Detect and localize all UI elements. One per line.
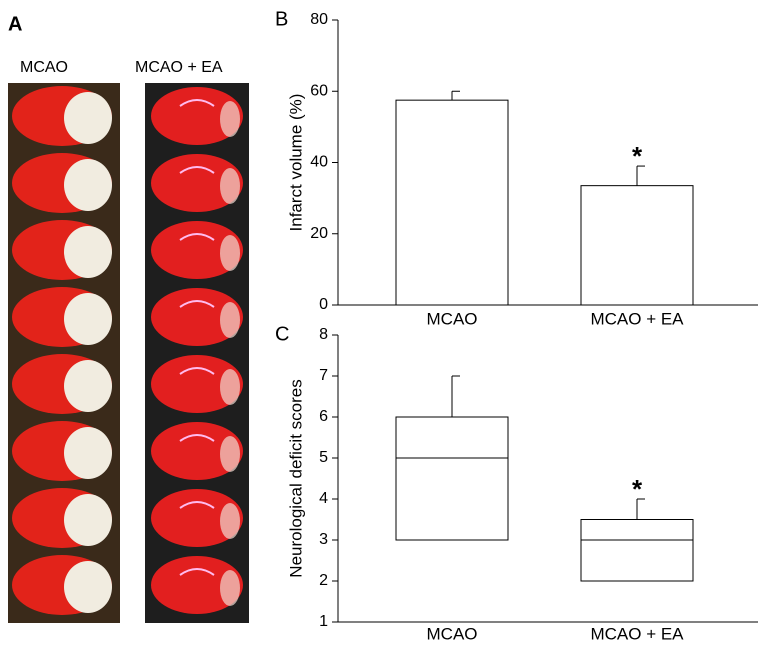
y-tick-label: 3 (319, 531, 328, 548)
infarct (64, 360, 112, 412)
y-tick-label: 1 (319, 613, 328, 630)
y-tick-label: 6 (319, 408, 328, 425)
ventricle (179, 99, 215, 107)
brain-slice (151, 556, 243, 614)
box (580, 519, 694, 582)
significance: * (632, 141, 643, 171)
brain-slice (151, 221, 243, 279)
infarct (220, 369, 240, 405)
panel-label: C (275, 323, 289, 345)
panel-label: B (275, 8, 288, 30)
infarct (220, 436, 240, 472)
y-axis-label: Neurological deficit scores (286, 379, 305, 577)
infarct (64, 494, 112, 546)
panel-label: A (8, 13, 22, 35)
ventricle (179, 233, 215, 241)
infarct (64, 159, 112, 211)
y-tick-label: 0 (319, 296, 328, 313)
infarct (64, 561, 112, 613)
infarct (220, 570, 240, 606)
y-axis-label: Infarct volume (%) (286, 94, 305, 232)
brain-slice (151, 154, 243, 212)
ventricle (179, 367, 215, 375)
column-label: MCAO + EA (135, 59, 223, 76)
y-tick-label: 20 (310, 225, 328, 242)
infarct (220, 302, 240, 338)
brain-slice (151, 489, 243, 547)
ventricle (179, 300, 215, 308)
column-label: MCAO (20, 59, 68, 76)
x-tick-label: MCAO + EA (590, 309, 684, 328)
ventricle (179, 568, 215, 576)
box (395, 416, 509, 541)
infarct (220, 168, 240, 204)
y-tick-label: 80 (310, 11, 328, 28)
brain-slice (151, 355, 243, 413)
y-tick-label: 5 (319, 449, 328, 466)
brain-slice (151, 422, 243, 480)
brain-slice (151, 288, 243, 346)
infarct (220, 503, 240, 539)
brain-slices (12, 86, 243, 615)
x-tick-label: MCAO (427, 624, 478, 643)
infarct (64, 293, 112, 345)
infarct (64, 427, 112, 479)
y-tick-label: 7 (319, 367, 328, 384)
x-tick-label: MCAO + EA (590, 624, 684, 643)
y-tick-label: 8 (319, 326, 328, 343)
bar (395, 99, 509, 306)
y-tick-label: 2 (319, 572, 328, 589)
significance: * (632, 474, 643, 504)
y-tick-label: 60 (310, 82, 328, 99)
infarct (220, 235, 240, 271)
x-tick-label: MCAO (427, 309, 478, 328)
brain-slice (151, 87, 243, 145)
ventricle (179, 166, 215, 174)
infarct (220, 101, 240, 137)
infarct (64, 92, 112, 144)
y-tick-label: 4 (319, 490, 328, 507)
ventricle (179, 434, 215, 442)
infarct (64, 226, 112, 278)
bar (580, 185, 694, 306)
y-tick-label: 40 (310, 154, 328, 171)
ventricle (179, 501, 215, 509)
